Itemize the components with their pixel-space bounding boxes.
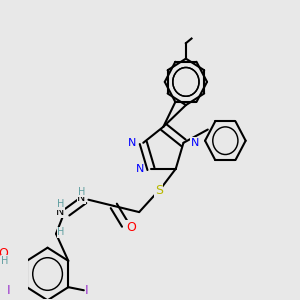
Text: O: O	[126, 221, 136, 234]
Text: N: N	[56, 207, 64, 217]
Text: N: N	[128, 138, 136, 148]
Text: H: H	[57, 227, 65, 237]
Text: H: H	[1, 256, 8, 266]
Text: H: H	[57, 200, 64, 209]
Text: N: N	[190, 138, 199, 148]
Text: S: S	[155, 184, 163, 197]
Text: I: I	[85, 284, 89, 297]
Text: O: O	[0, 247, 8, 260]
Text: H: H	[78, 187, 85, 197]
Text: N: N	[136, 164, 144, 174]
Text: I: I	[6, 284, 10, 297]
Text: N: N	[77, 193, 86, 203]
